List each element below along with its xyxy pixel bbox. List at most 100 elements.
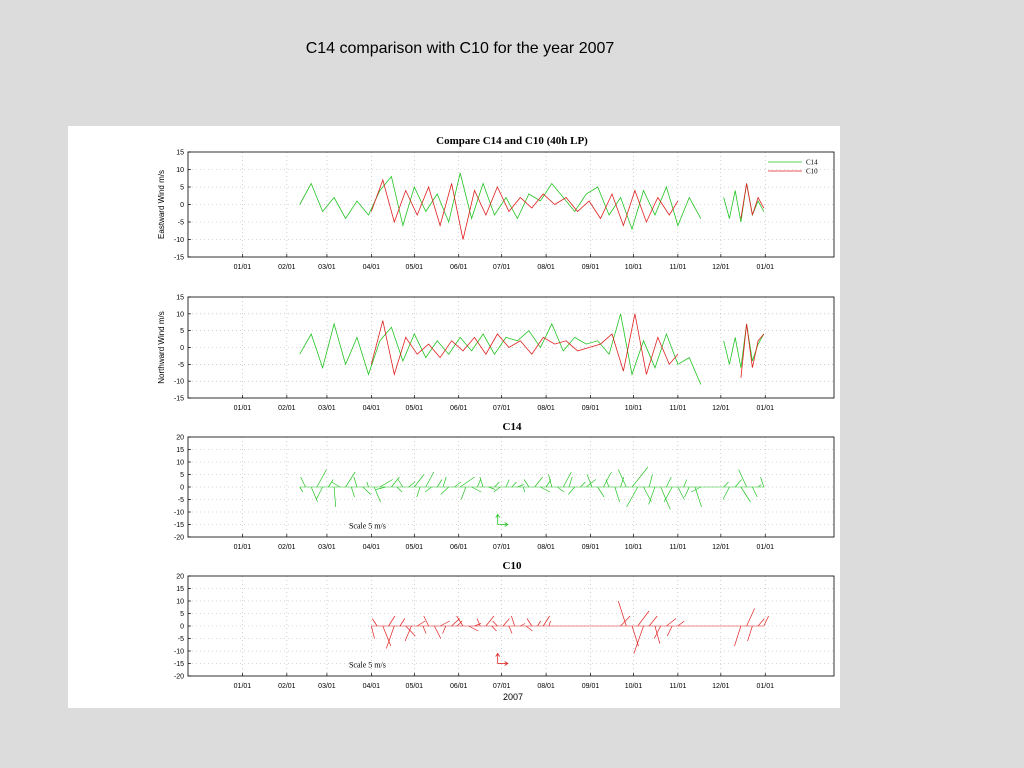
wind-vector-c14 (691, 486, 701, 493)
y-tick-label: -10 (174, 649, 184, 656)
x-tick-label: 02/01 (278, 264, 296, 271)
wind-vector-c10 (485, 615, 495, 627)
wind-vector-c10 (746, 608, 755, 627)
x-tick-label: 12/01 (712, 264, 730, 271)
x-tick-label: 08/01 (537, 683, 555, 690)
wind-vector-c10 (511, 615, 515, 627)
wind-vector-c10 (763, 615, 769, 627)
wind-vector-c14 (752, 486, 758, 498)
x-tick-label: 01/01 (756, 683, 774, 690)
wind-vector-c14 (648, 474, 653, 488)
x-tick-label: 10/01 (625, 544, 643, 551)
y-axis-label: Eastward Wind m/s (157, 170, 166, 239)
wind-vector-c10 (747, 625, 753, 642)
wind-vector-c14 (677, 486, 685, 500)
scale-label: Scale 5 m/s (349, 522, 386, 531)
x-tick-label: 08/01 (537, 405, 555, 412)
x-tick-label: 01/01 (234, 264, 252, 271)
wind-vector-c14 (488, 486, 496, 490)
x-tick-label: 05/01 (406, 405, 424, 412)
scale-label: Scale 5 m/s (349, 661, 386, 670)
series-line-c10 (740, 323, 765, 378)
y-tick-label: 0 (180, 485, 184, 492)
y-tick-label: 15 (176, 150, 184, 157)
wind-vector-c10 (457, 620, 463, 627)
y-tick-label: 5 (180, 472, 184, 479)
y-tick-label: -5 (178, 220, 184, 227)
wind-vector-c14 (350, 486, 355, 498)
x-tick-label: 03/01 (318, 405, 336, 412)
wind-vector-c10 (442, 625, 447, 634)
x-tick-label: 02/01 (278, 405, 296, 412)
x-tick-label: 12/01 (712, 544, 730, 551)
wind-vector-c14 (366, 481, 369, 488)
x-tick-label: 08/01 (537, 264, 555, 271)
wind-vector-c10 (526, 618, 533, 627)
wind-vector-c10 (399, 618, 406, 627)
wind-vector-c14 (440, 486, 449, 495)
wind-vector-c14 (362, 486, 371, 495)
wind-vector-c14 (436, 479, 443, 488)
wind-vector-c14 (722, 486, 730, 500)
wind-vector-c10 (416, 620, 426, 627)
wind-vector-c14 (523, 479, 530, 488)
wind-vector-c10 (492, 620, 498, 627)
wind-vector-c10 (653, 625, 661, 639)
x-tick-label: 05/01 (406, 264, 424, 271)
x-tick-label: 06/01 (450, 683, 468, 690)
wind-vector-c10 (404, 625, 412, 642)
x-axis-label: 2007 (503, 692, 523, 702)
x-tick-label: 02/01 (278, 544, 296, 551)
wind-vector-c14 (328, 479, 334, 488)
scale-arrowhead-north (495, 513, 501, 518)
wind-vector-c14 (471, 486, 482, 493)
x-tick-label: 07/01 (493, 264, 511, 271)
wind-vector-c14 (740, 486, 751, 503)
wind-vector-c14 (660, 486, 671, 510)
wind-vector-c10 (520, 623, 526, 627)
y-tick-label: -10 (174, 510, 184, 517)
y-axis-label: Northward Wind m/s (157, 311, 166, 383)
wind-vector-c10 (648, 615, 658, 627)
wind-vector-c10 (666, 618, 677, 627)
x-tick-label: 05/01 (406, 683, 424, 690)
wind-vector-c10 (468, 625, 479, 632)
wind-vector-c14 (345, 471, 356, 488)
wind-vector-c10 (422, 625, 427, 634)
wind-vector-c14 (353, 476, 358, 488)
y-tick-label: 0 (180, 624, 184, 631)
wind-vector-c14 (505, 479, 510, 488)
series-line-c14 (299, 313, 702, 385)
wind-vector-c10 (491, 625, 497, 632)
legend-label: C14 (806, 159, 818, 167)
series-line-c10 (370, 313, 679, 376)
y-tick-label: -20 (174, 535, 184, 542)
wind-vector-c14 (597, 486, 605, 498)
y-tick-label: 0 (180, 345, 184, 352)
x-tick-label: 10/01 (625, 405, 643, 412)
y-tick-label: -10 (174, 379, 184, 386)
series-line-c14 (299, 172, 702, 231)
y-tick-label: -5 (178, 636, 184, 643)
wind-vector-c14 (540, 486, 551, 493)
x-tick-label: 03/01 (318, 264, 336, 271)
x-tick-label: 01/01 (756, 405, 774, 412)
wind-vector-c14 (373, 486, 381, 503)
wind-vector-c14 (315, 486, 323, 500)
wind-vector-c14 (734, 479, 742, 488)
wind-vector-c10 (502, 618, 510, 627)
y-tick-label: 10 (176, 460, 184, 467)
wind-vector-c14 (408, 481, 416, 488)
x-tick-label: 09/01 (582, 683, 600, 690)
wind-vector-c14 (605, 479, 610, 488)
wind-vector-c10 (405, 625, 416, 637)
wind-vector-c10 (385, 625, 395, 649)
wind-vector-c14 (738, 469, 747, 488)
wind-vector-c10 (525, 625, 533, 632)
wind-vector-c10 (508, 625, 513, 634)
x-tick-label: 08/01 (537, 544, 555, 551)
series-line-c14 (723, 323, 765, 368)
wind-vector-c10 (654, 625, 661, 644)
legend-label: C10 (806, 168, 818, 176)
wind-vector-c10 (548, 620, 551, 627)
